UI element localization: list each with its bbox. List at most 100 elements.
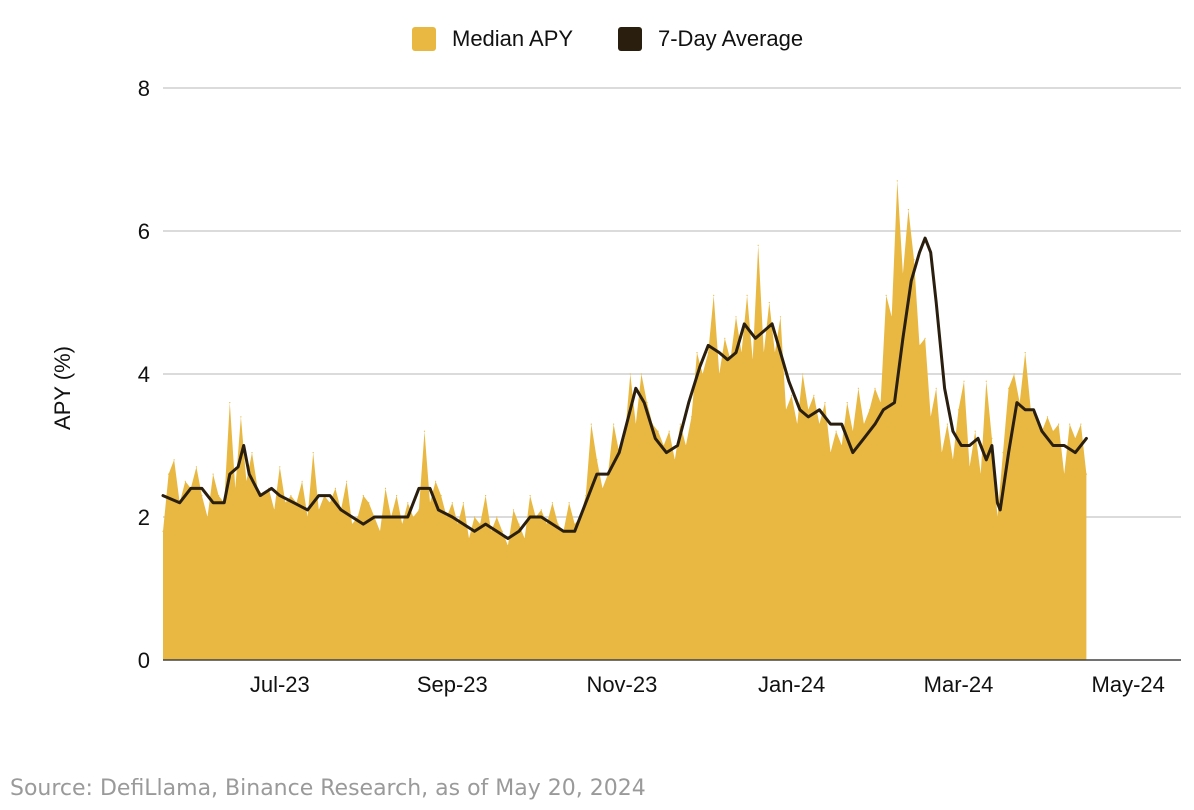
median-apy-point-121 bbox=[835, 430, 837, 432]
seven-day-average-point-45 bbox=[643, 401, 645, 404]
seven-day-average-point-79 bbox=[960, 444, 963, 447]
median-apy-point-161 bbox=[1058, 423, 1060, 425]
x-tick-label-may-24: May-24 bbox=[1092, 672, 1165, 697]
median-apy-point-30 bbox=[329, 502, 331, 504]
median-apy-point-149 bbox=[991, 437, 993, 439]
seven-day-average-point-37 bbox=[562, 530, 565, 533]
median-apy-point-2 bbox=[173, 459, 175, 461]
median-apy-point-105 bbox=[746, 294, 748, 296]
median-apy-point-131 bbox=[891, 316, 893, 318]
median-apy-point-159 bbox=[1046, 416, 1049, 418]
median-apy-point-118 bbox=[818, 423, 821, 425]
median-apy-point-95 bbox=[690, 416, 693, 418]
median-apy-point-48 bbox=[429, 502, 431, 504]
seven-day-average-point-26 bbox=[437, 509, 440, 511]
seven-day-average-point-59 bbox=[779, 351, 782, 354]
median-apy-point-13 bbox=[234, 487, 236, 489]
x-tick-label-mar-24: Mar-24 bbox=[924, 672, 994, 697]
median-apy-point-90 bbox=[663, 444, 665, 447]
median-apy-point-20 bbox=[273, 509, 275, 511]
x-tick-label-nov-23: Nov-23 bbox=[586, 672, 657, 697]
seven-day-average-point-49 bbox=[687, 401, 690, 404]
seven-day-average-point-72 bbox=[910, 280, 912, 282]
median-apy-point-9 bbox=[212, 473, 214, 475]
median-apy-point-36 bbox=[362, 495, 364, 497]
median-apy-point-128 bbox=[874, 387, 876, 389]
median-apy-point-134 bbox=[907, 209, 910, 211]
median-apy-point-97 bbox=[702, 373, 704, 375]
seven-day-average-point-56 bbox=[754, 337, 757, 340]
median-apy-point-4 bbox=[184, 480, 186, 482]
median-apy-point-58 bbox=[485, 495, 487, 497]
median-apy-point-113 bbox=[791, 394, 793, 396]
seven-day-average-point-29 bbox=[473, 530, 476, 533]
seven-day-average-point-73 bbox=[918, 251, 921, 254]
seven-day-average-point-92 bbox=[1063, 444, 1065, 447]
seven-day-average-point-47 bbox=[665, 451, 668, 454]
median-apy-point-119 bbox=[824, 402, 826, 404]
seven-day-average-point-58 bbox=[771, 323, 773, 325]
seven-day-average-point-25 bbox=[429, 487, 431, 490]
legend-label-median-apy: Median APY bbox=[452, 26, 573, 51]
median-apy-point-45 bbox=[412, 516, 414, 518]
seven-day-average-point-13 bbox=[292, 501, 295, 504]
median-apy-point-162 bbox=[1063, 473, 1065, 475]
median-apy-point-22 bbox=[284, 502, 286, 504]
median-apy-point-155 bbox=[1024, 352, 1026, 354]
median-apy-point-110 bbox=[774, 352, 776, 354]
median-apy-point-100 bbox=[718, 373, 720, 375]
median-apy-point-147 bbox=[980, 473, 982, 475]
seven-day-average-point-33 bbox=[518, 530, 520, 533]
seven-day-average-line-layer bbox=[161, 236, 1088, 540]
seven-day-average-point-4 bbox=[212, 501, 214, 504]
seven-day-average-point-8 bbox=[242, 444, 245, 447]
median-apy-point-164 bbox=[1074, 437, 1076, 439]
median-apy-point-77 bbox=[590, 423, 592, 425]
median-apy-point-1 bbox=[168, 473, 170, 475]
y-axis-label: APY (%) bbox=[50, 346, 75, 430]
seven-day-average-point-39 bbox=[585, 501, 587, 504]
median-apy-point-96 bbox=[696, 352, 698, 354]
seven-day-average-point-55 bbox=[743, 323, 746, 325]
seven-day-average-point-48 bbox=[676, 444, 679, 447]
median-apy-point-163 bbox=[1069, 423, 1071, 425]
median-apy-point-28 bbox=[318, 509, 320, 511]
seven-day-average-point-70 bbox=[893, 401, 896, 404]
seven-day-average-point-1 bbox=[178, 501, 181, 504]
seven-day-average-point-60 bbox=[788, 380, 790, 383]
median-apy-point-21 bbox=[279, 466, 281, 468]
seven-day-average-point-34 bbox=[529, 516, 531, 518]
median-apy-point-35 bbox=[357, 516, 359, 518]
median-apy-point-56 bbox=[473, 516, 476, 518]
median-apy-point-61 bbox=[501, 530, 503, 532]
y-tick-label-6: 6 bbox=[138, 219, 150, 244]
seven-day-average-point-28 bbox=[462, 523, 465, 525]
x-tick-label-jan-24: Jan-24 bbox=[758, 672, 825, 697]
seven-day-average-point-91 bbox=[1052, 444, 1054, 447]
median-apy-point-60 bbox=[496, 516, 498, 518]
seven-day-average-point-35 bbox=[540, 516, 543, 518]
seven-day-average-point-61 bbox=[799, 409, 801, 411]
median-apy-point-44 bbox=[407, 502, 409, 504]
median-apy-point-37 bbox=[368, 502, 370, 504]
median-apy-point-31 bbox=[334, 487, 336, 489]
x-tick-label-sep-23: Sep-23 bbox=[417, 672, 488, 697]
median-apy-point-92 bbox=[674, 459, 676, 461]
median-apy-point-112 bbox=[785, 409, 787, 411]
seven-day-average-point-6 bbox=[229, 473, 231, 475]
seven-day-average-point-18 bbox=[351, 516, 353, 518]
median-apy-point-109 bbox=[768, 301, 770, 304]
median-apy-point-59 bbox=[490, 530, 492, 532]
median-apy-point-8 bbox=[206, 516, 209, 518]
seven-day-average-point-46 bbox=[654, 437, 657, 440]
median-apy-point-76 bbox=[585, 495, 587, 497]
seven-day-average-point-77 bbox=[943, 387, 946, 390]
seven-day-average-point-68 bbox=[874, 423, 876, 425]
seven-day-average-point-23 bbox=[407, 516, 409, 518]
median-apy-point-12 bbox=[229, 402, 231, 404]
median-apy-point-143 bbox=[957, 409, 960, 411]
median-apy-point-132 bbox=[896, 180, 898, 182]
median-apy-point-101 bbox=[724, 337, 726, 339]
seven-day-average-point-64 bbox=[829, 423, 832, 425]
median-apy-point-165 bbox=[1080, 423, 1082, 425]
